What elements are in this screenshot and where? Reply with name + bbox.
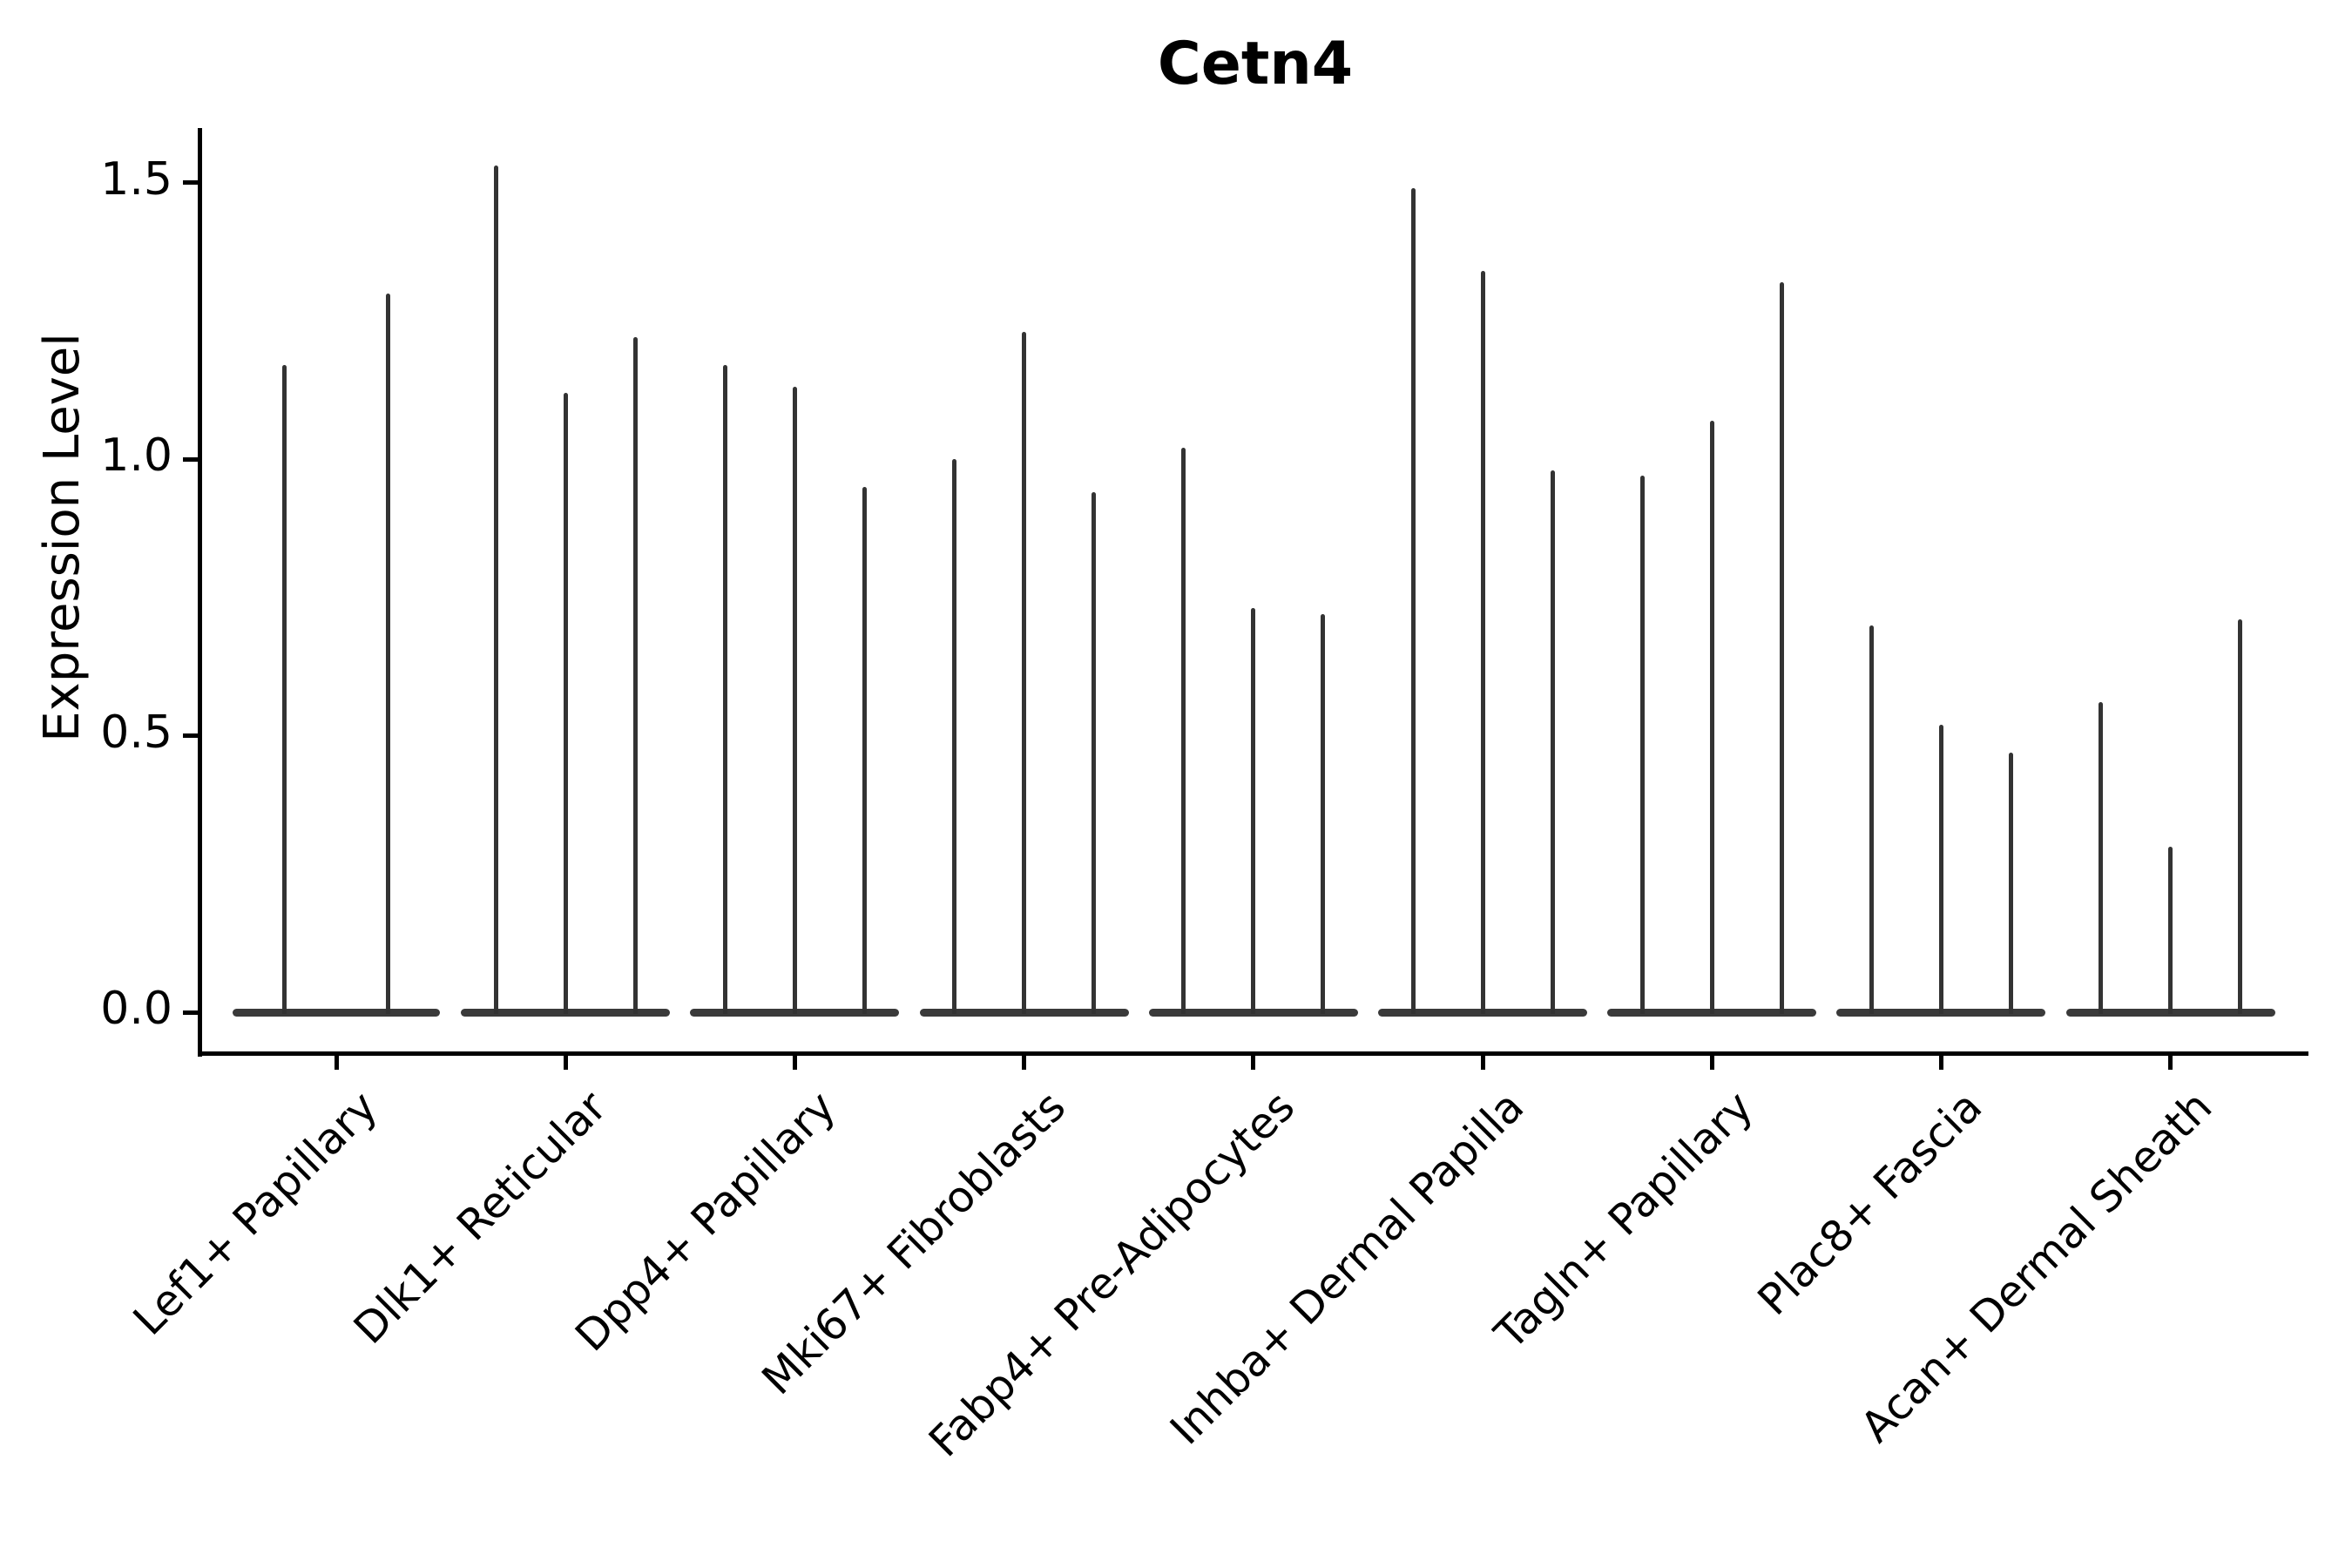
- violin-spike: [1181, 448, 1186, 1014]
- violin-spike: [2168, 846, 2173, 1014]
- violin-spike: [2008, 752, 2013, 1014]
- violin-spike: [563, 392, 568, 1014]
- x-tick: [792, 1056, 797, 1070]
- x-axis-label: Tagln+ Papillary: [1485, 1081, 1763, 1359]
- chart-title: Cetn4: [1157, 30, 1354, 98]
- violin-spike: [722, 365, 727, 1014]
- x-tick: [334, 1056, 339, 1070]
- x-axis-label: Plac8+ Fascia: [1748, 1081, 1992, 1326]
- x-tick: [1022, 1056, 1027, 1070]
- violin-spike: [632, 337, 638, 1014]
- violin-spike: [1321, 613, 1326, 1014]
- x-axis-label: Lef1+ Papillary: [124, 1081, 388, 1345]
- y-tick: [183, 733, 198, 738]
- violin-spike: [1779, 281, 1784, 1014]
- violin-base-band: [233, 1008, 440, 1017]
- violin-spike: [1709, 420, 1714, 1014]
- violin-spike: [1550, 470, 1555, 1014]
- violin-spike: [2099, 702, 2104, 1014]
- violin-spike: [1022, 331, 1027, 1014]
- violin-spike: [1251, 608, 1256, 1014]
- left-spine: [198, 128, 202, 1057]
- y-tick-label: 0.5: [100, 706, 172, 759]
- y-tick: [183, 1010, 198, 1015]
- x-tick: [1251, 1056, 1256, 1070]
- y-axis-label: Expression Level: [34, 333, 91, 742]
- violin-spike: [1092, 492, 1097, 1014]
- violin-spike: [952, 459, 957, 1014]
- x-tick: [1938, 1056, 1943, 1070]
- y-tick-label: 1.0: [100, 429, 172, 482]
- violin-spike: [386, 293, 390, 1014]
- violin-spike: [2238, 619, 2243, 1014]
- x-tick: [563, 1056, 568, 1070]
- x-tick: [2168, 1056, 2173, 1070]
- violin-spike: [862, 486, 867, 1014]
- y-tick: [183, 456, 198, 462]
- violin-spike: [1480, 271, 1485, 1014]
- violin-spike: [1938, 724, 1943, 1014]
- y-tick: [183, 180, 198, 185]
- violin-spike: [1869, 625, 1874, 1014]
- x-axis-label: Dlk1+ Reticular: [344, 1081, 617, 1354]
- x-tick: [1709, 1056, 1714, 1070]
- violin-spike: [493, 166, 498, 1014]
- violin-spike: [792, 387, 797, 1014]
- y-tick-label: 1.5: [100, 152, 172, 206]
- bottom-spine: [198, 1051, 2308, 1056]
- violin-spike: [282, 365, 287, 1014]
- x-tick: [1480, 1056, 1485, 1070]
- x-axis-label: Fabp4+ Pre-Adipocytes: [919, 1081, 1304, 1467]
- violin-spike: [1639, 476, 1645, 1014]
- y-tick-label: 0.0: [100, 983, 172, 1035]
- violin-spike: [1410, 187, 1416, 1014]
